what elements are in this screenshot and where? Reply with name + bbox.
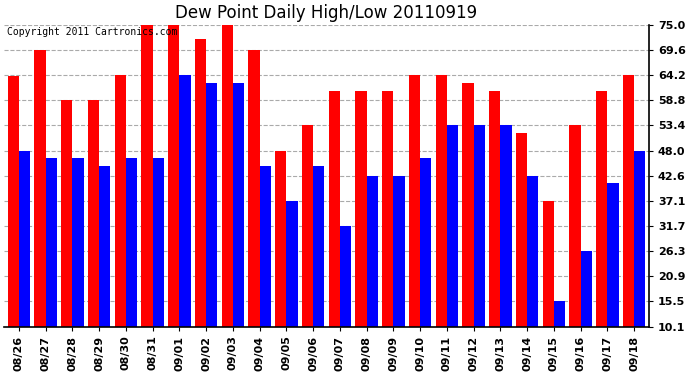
Bar (34, 50, 46, 374)
Bar (409, 75, 420, 374)
Bar (313, 166, 324, 374)
Bar (393, 176, 404, 374)
Bar (19, 150, 30, 374)
Bar (248, 50, 259, 374)
Bar (168, 25, 179, 374)
Bar (474, 126, 485, 374)
Bar (581, 251, 592, 374)
Bar (195, 39, 206, 374)
Bar (259, 166, 271, 374)
Bar (623, 75, 634, 374)
Bar (233, 83, 244, 374)
Bar (126, 158, 137, 374)
Bar (554, 302, 565, 374)
Bar (99, 166, 110, 374)
Text: Copyright 2011 Cartronics.com: Copyright 2011 Cartronics.com (8, 27, 178, 37)
Bar (8, 76, 19, 374)
Bar (516, 133, 527, 374)
Bar (543, 201, 554, 374)
Bar (115, 75, 126, 374)
Bar (152, 158, 164, 374)
Bar (286, 201, 297, 374)
Bar (420, 158, 431, 374)
Bar (489, 91, 500, 374)
Bar (596, 91, 607, 374)
Bar (569, 126, 581, 374)
Bar (221, 24, 233, 374)
Bar (88, 100, 99, 374)
Bar (500, 126, 512, 374)
Bar (355, 91, 366, 374)
Bar (302, 126, 313, 374)
Bar (179, 75, 190, 374)
Bar (382, 91, 393, 374)
Bar (447, 126, 458, 374)
Bar (462, 83, 474, 374)
Bar (72, 158, 83, 374)
Bar (607, 183, 619, 374)
Title: Dew Point Daily High/Low 20110919: Dew Point Daily High/Low 20110919 (175, 4, 477, 22)
Bar (366, 176, 378, 374)
Bar (328, 91, 340, 374)
Bar (275, 150, 286, 374)
Bar (206, 83, 217, 374)
Bar (634, 150, 645, 374)
Bar (61, 100, 72, 374)
Bar (435, 75, 447, 374)
Bar (527, 176, 538, 374)
Bar (340, 226, 351, 374)
Bar (46, 158, 57, 374)
Bar (141, 25, 152, 374)
